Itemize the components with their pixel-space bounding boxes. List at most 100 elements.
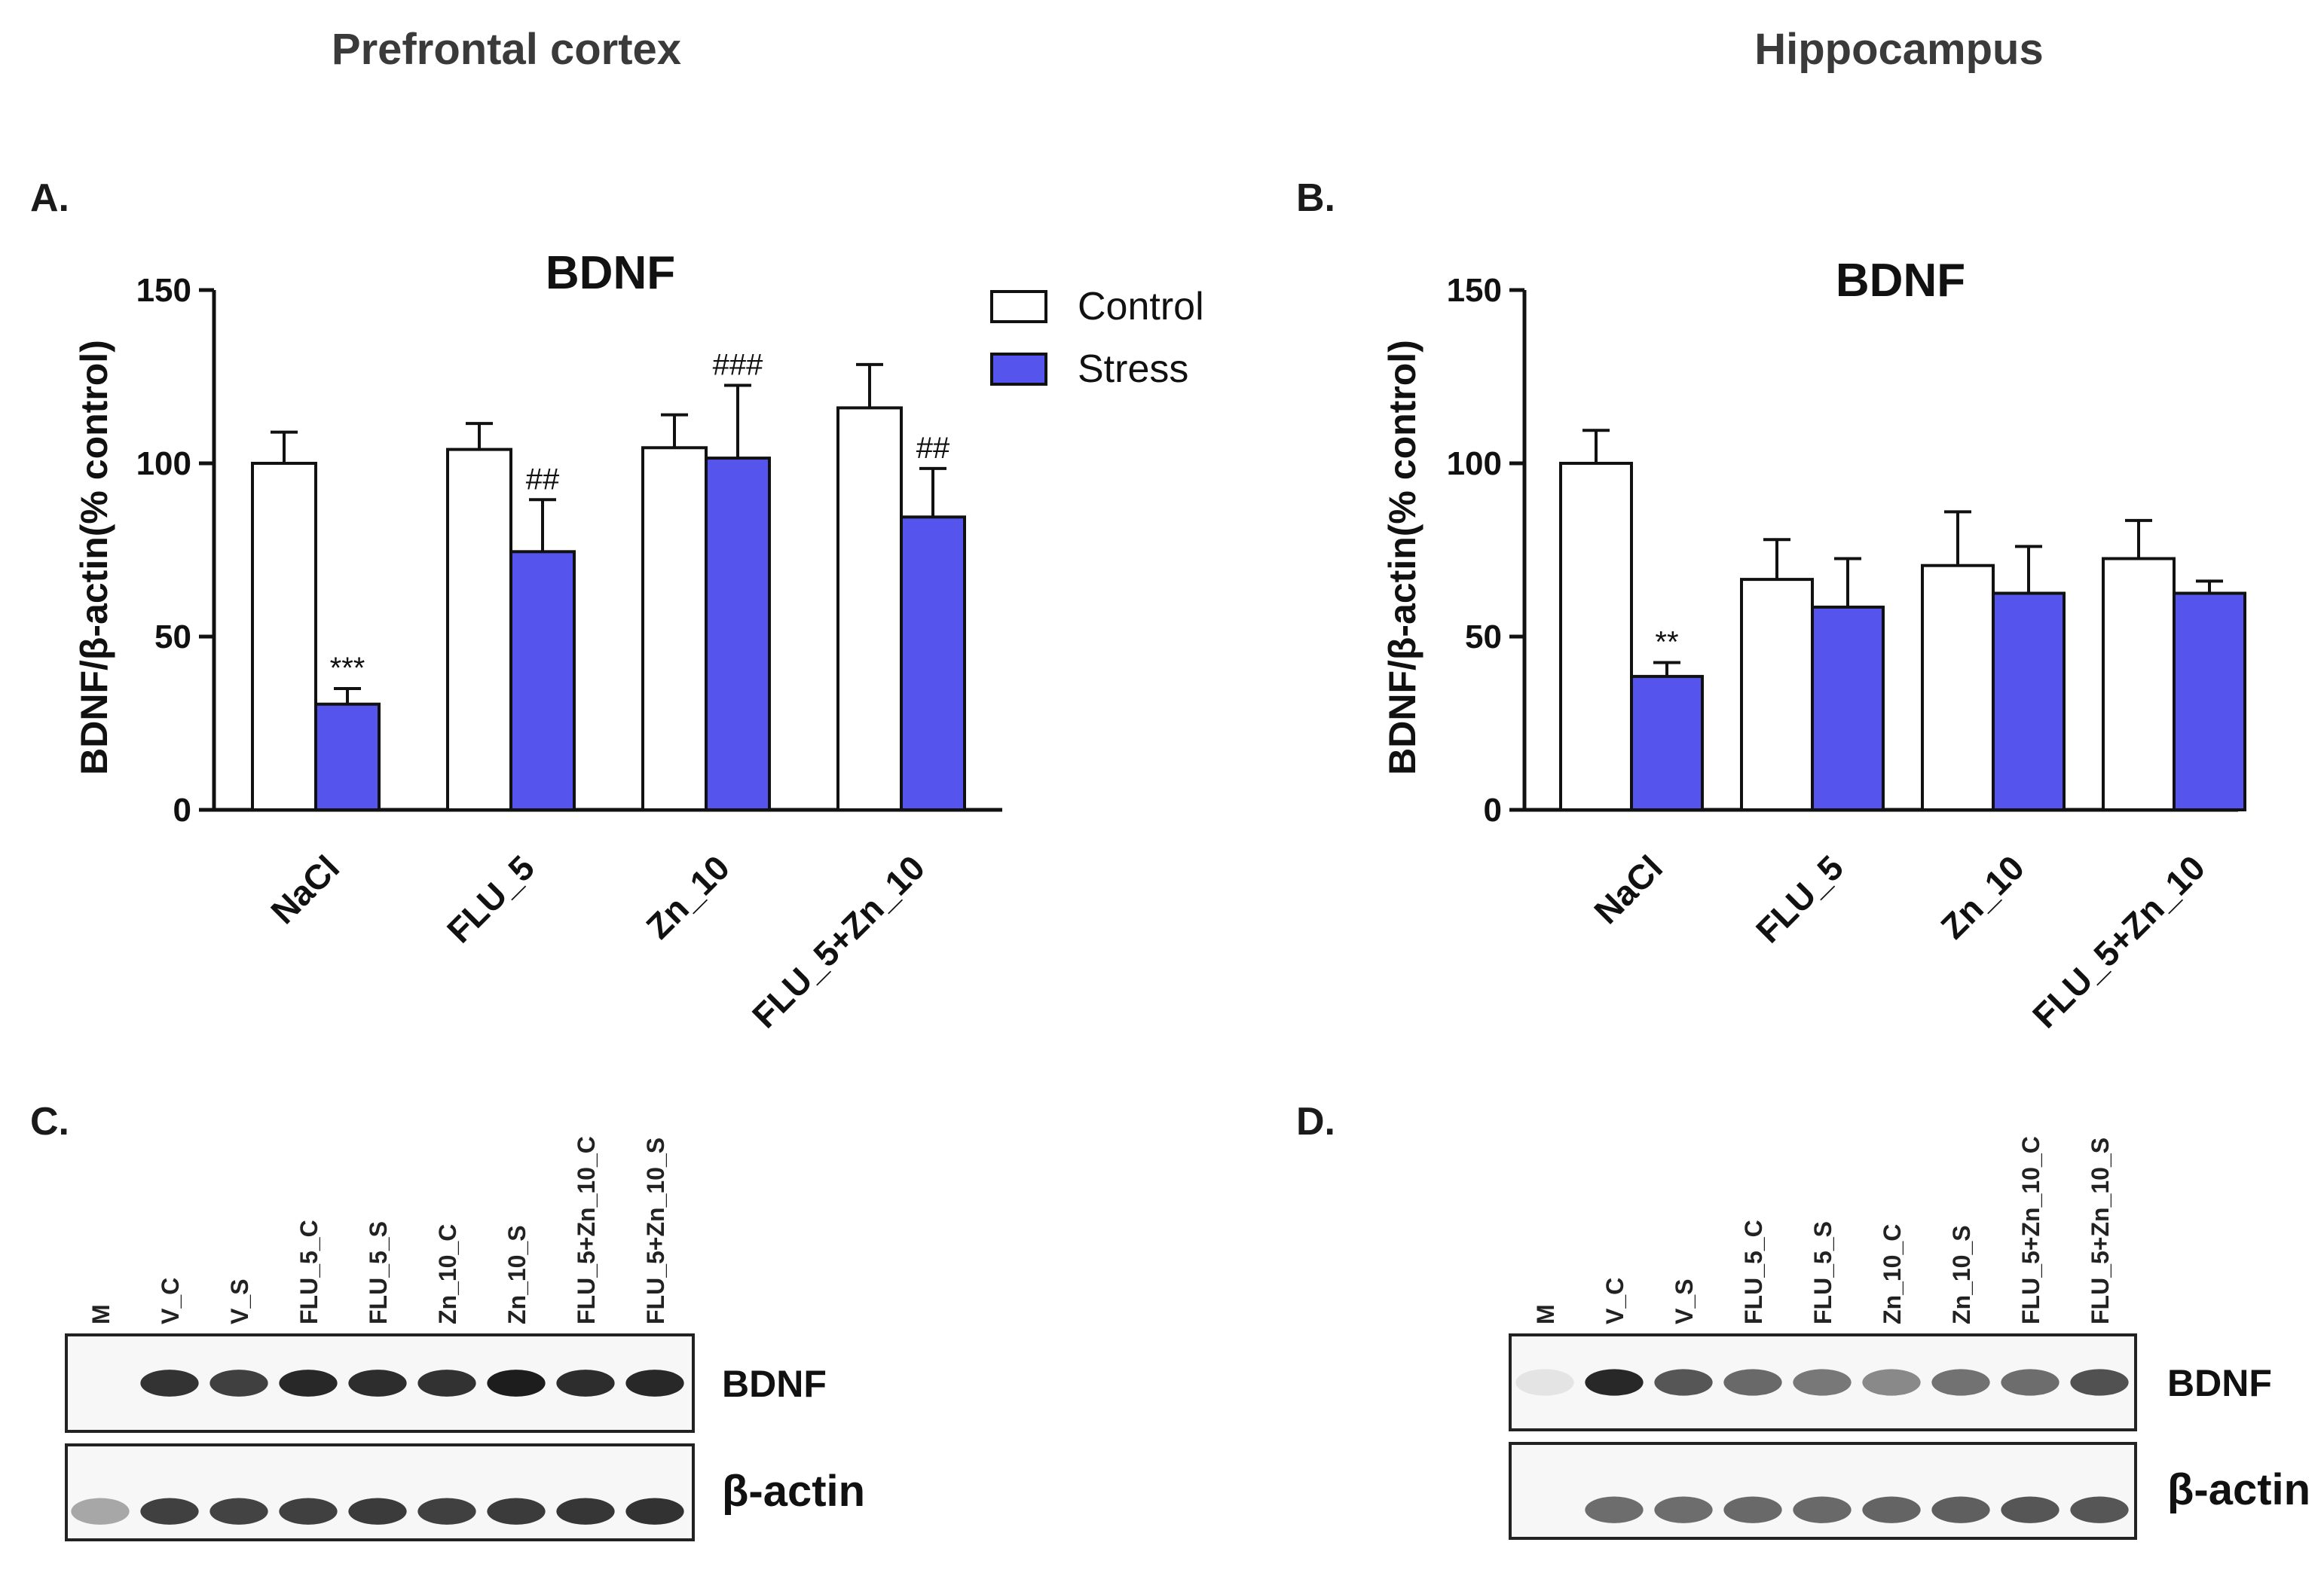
chart-a-category-label: FLU_5+Zn_10 [745,848,932,1035]
legend-label-stress: Stress [1078,347,1188,391]
chart-a-bar-control [446,447,512,811]
blot-c-band [140,1370,199,1397]
blot-c-band [556,1370,615,1397]
chart-a-bar-control [641,446,708,811]
blot-d-band [1585,1369,1644,1396]
blot-d-band [1515,1369,1574,1396]
blot-d-band [1723,1496,1782,1523]
blot-c-band [209,1498,268,1525]
blot-c-band [348,1498,407,1525]
blot-c-band [487,1370,546,1397]
blot-d-band [2001,1496,2059,1523]
blot-d-band [1585,1496,1644,1523]
blot-c-band [279,1498,338,1525]
chart-b-y-tick-label: 50 [1465,618,1502,655]
chart-a-significance: *** [330,652,365,685]
blot-d-lane-label: Zn_10_S [1948,1225,1975,1324]
chart-a-title: BDNF [546,247,675,299]
blot-c-band [140,1498,199,1525]
blot-d-band [1654,1369,1713,1396]
blot-d-lane-label: M [1532,1304,1559,1324]
blot-c-band [71,1498,130,1525]
blot-c-lane-label: FLU_5+Zn_10_S [642,1138,669,1324]
chart-b-title: BDNF [1836,255,1965,307]
chart-b-ylabel: BDNF/β-actin(% control) [1381,340,1423,775]
chart-a-significance: ### [713,349,763,382]
legend: Control Stress [990,285,1204,391]
blot-c-protein-label: BDNF [722,1363,827,1405]
blot-d-band [2001,1369,2059,1396]
chart-b-bar-stress [1811,605,1885,812]
chart-a-ylabel: BDNF/β-actin(% control) [73,340,115,775]
legend-swatch-stress [990,353,1047,386]
blot-d-lane-label: FLU_5_C [1740,1220,1767,1324]
blot-c-band [556,1498,615,1525]
chart-b-y-tick-label: 0 [1484,792,1502,829]
blot-c-lane-label: FLU_5_C [295,1220,323,1324]
western-blot-c: M V_C V_S FLU_5_C FLU_5_S Zn_10_C Zn_10_S FLU_5… [65,1136,865,1541]
blot-c-band [417,1498,476,1525]
chart-a-y-tick-label: 150 [136,272,191,309]
chart-a-significance: ## [526,463,560,496]
chart-b-significance: ** [1655,626,1678,659]
blot-d-lane-label: FLU_5+Zn_10_S [2087,1138,2114,1324]
chart-b-category-label: NaCl [1586,848,1670,931]
chart-a-category-label: Zn_10 [638,848,737,946]
blot-c-lane-label: V_C [157,1278,184,1324]
chart-b-bar-stress [1992,591,2066,811]
chart-b-bar-control [2102,557,2176,811]
chart-a: BDNF BDNF/β-actin(% control) 0 50 100 150 **… [73,247,1002,1035]
panel-label-a: A. [30,176,69,220]
chart-b: BDNF BDNF/β-actin(% control) 0 50 100 150 **… [1381,255,2246,1035]
chart-a-bar-stress [509,550,576,811]
blot-d-band [2070,1369,2129,1396]
blot-c-lane-label: Zn_10_C [434,1224,461,1324]
chart-a-bar-control [836,406,903,811]
blot-c-lane-label: FLU_5+Zn_10_C [573,1136,600,1324]
chart-a-category-label: FLU_5 [439,848,542,950]
blot-d-protein-label: BDNF [2167,1362,2272,1404]
blot-d-band [1931,1496,1990,1523]
western-blot-d: M V_C V_S FLU_5_C FLU_5_S Zn_10_C Zn_10_S FLU_5… [1509,1136,2310,1540]
blot-d-band [2070,1496,2129,1523]
blot-d-band [1793,1369,1852,1396]
chart-b-y-tick-label: 150 [1447,272,1502,309]
legend-swatch-control [990,290,1047,323]
chart-a-bar-stress [900,515,966,811]
chart-b-bar-control [1921,564,1995,811]
blot-d-protein-label: β-actin [2167,1465,2310,1514]
chart-a-bar-control [251,462,317,811]
blot-c-band [487,1498,546,1525]
blot-c-lane-label: Zn_10_S [503,1225,531,1324]
legend-label-control: Control [1078,285,1204,328]
blot-d-lane-label: FLU_5_S [1809,1221,1836,1324]
chart-a-y-tick-label: 100 [136,445,191,482]
blot-c-band [625,1370,684,1397]
blot-c-membrane [65,1443,695,1541]
chart-b-bar-control [1559,462,1633,811]
blot-d-lane-label: V_C [1601,1278,1628,1324]
blot-c-band [279,1370,338,1397]
chart-b-category-label: Zn_10 [1933,848,2032,946]
chart-a-y-tick-label: 0 [173,792,191,829]
blot-d-lane-label: FLU_5+Zn_10_C [2017,1136,2044,1324]
chart-a-significance: ## [916,432,950,465]
blot-c-band [209,1370,268,1397]
blot-c-lane-label: FLU_5_S [365,1221,392,1324]
blot-d-lane-label: V_S [1671,1279,1698,1324]
blot-c-protein-label: β-actin [722,1467,865,1516]
chart-b-bar-stress [2173,591,2246,811]
chart-a-bar-stress [705,457,771,811]
blot-c-band [625,1498,684,1525]
chart-b-y-tick-label: 100 [1447,445,1502,482]
blot-d-band [1723,1369,1782,1396]
chart-b-bar-stress [1630,674,1704,812]
chart-a-y-tick-label: 50 [154,618,191,655]
chart-a-bars: 0 50 100 150 *** NaCl ## FLU_5 ### Zn_10 ## FLU_5+Z… [136,272,1002,1035]
panel-label-d: D. [1296,1100,1335,1144]
blot-d-band [1793,1496,1852,1523]
chart-b-bar-control [1740,578,1814,811]
section-title-prefrontal: Prefrontal cortex [332,25,681,74]
chart-a-category-label: NaCl [263,848,347,931]
